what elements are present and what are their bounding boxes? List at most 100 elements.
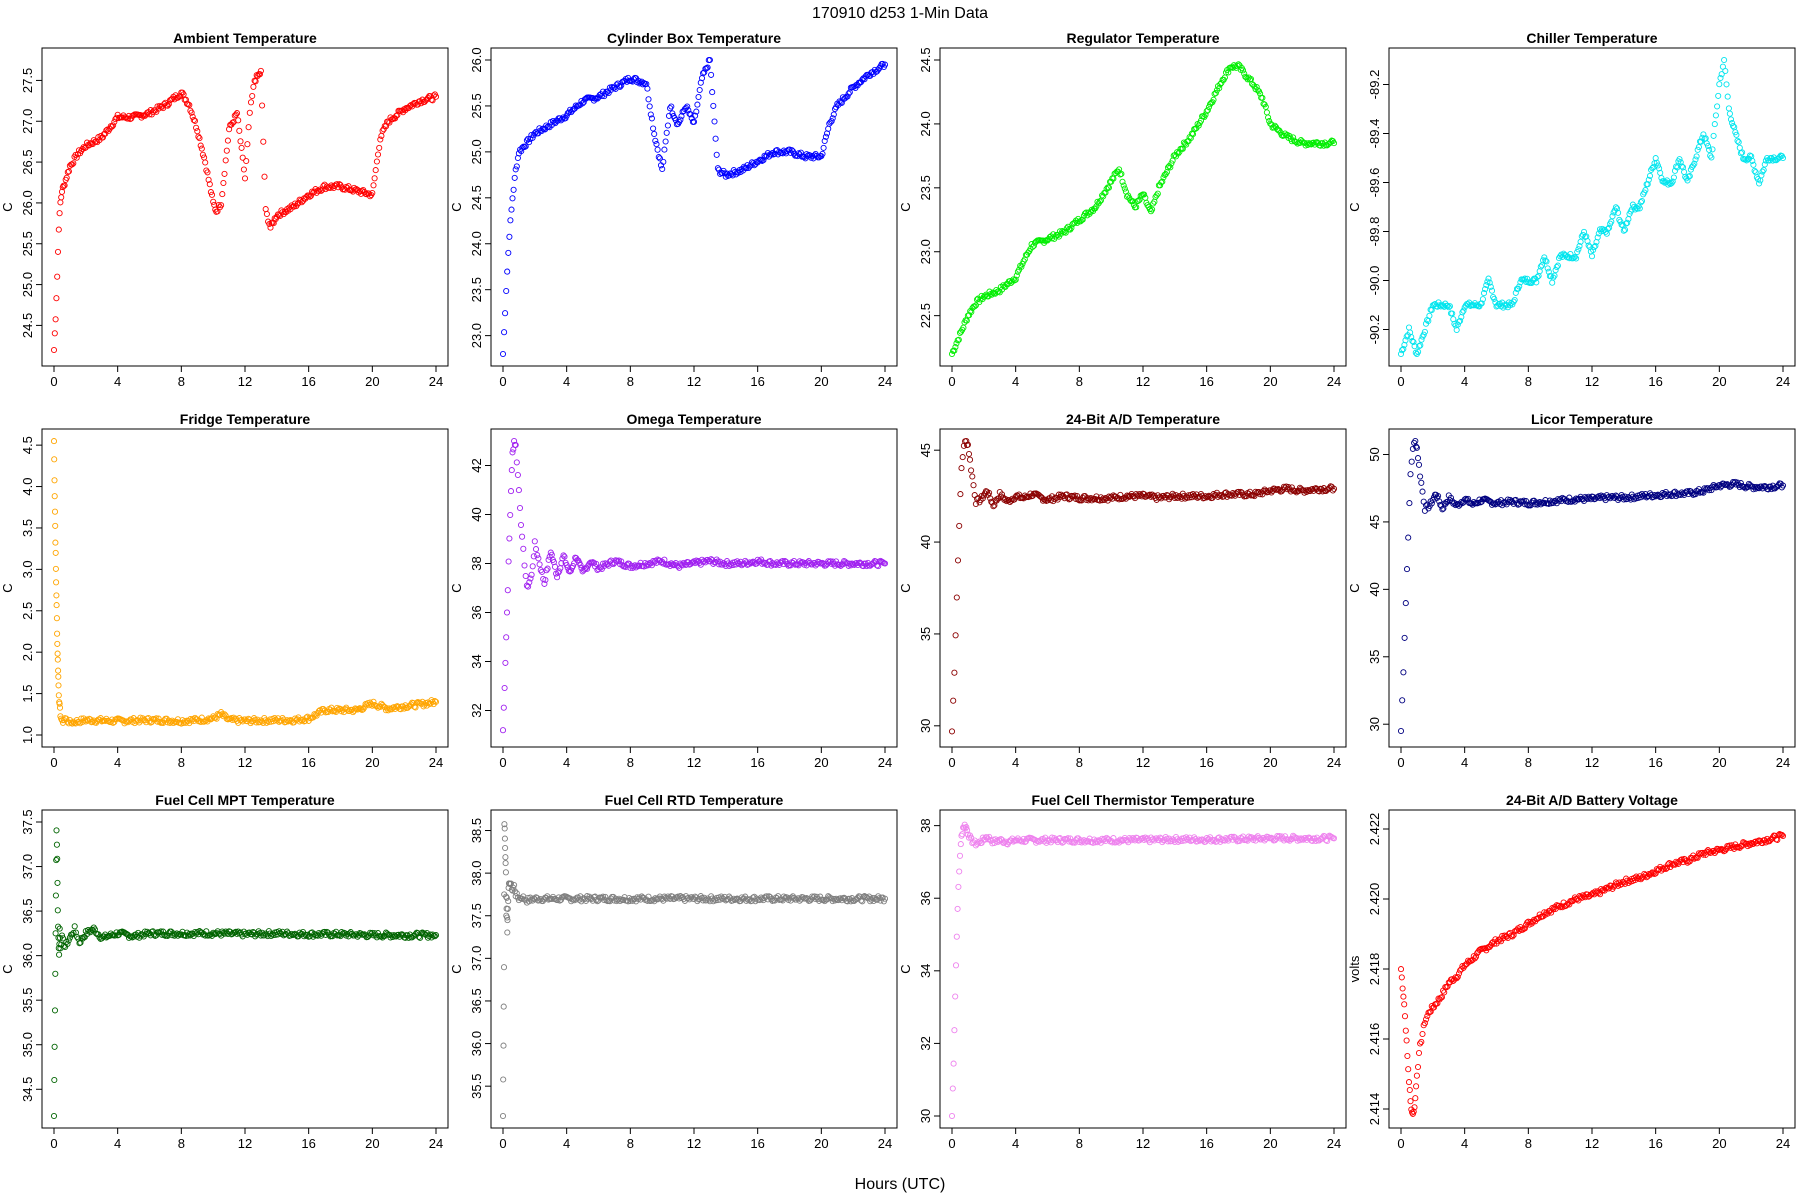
data-point bbox=[950, 1060, 957, 1067]
data-point bbox=[1709, 146, 1716, 153]
data-point bbox=[1758, 172, 1765, 179]
data-point bbox=[536, 561, 543, 568]
data-point bbox=[1584, 238, 1591, 245]
data-point bbox=[501, 825, 508, 832]
data-point bbox=[954, 557, 962, 564]
data-point bbox=[432, 698, 440, 705]
data-point bbox=[1102, 189, 1109, 196]
data-point bbox=[527, 575, 534, 582]
data-point bbox=[1026, 493, 1033, 500]
data-point bbox=[1734, 137, 1741, 144]
data-point bbox=[262, 206, 269, 213]
data-point bbox=[1566, 255, 1573, 262]
data-point bbox=[1446, 303, 1453, 310]
data-point bbox=[504, 905, 511, 912]
data-point bbox=[763, 893, 770, 900]
chart-title: Ambient Temperature bbox=[173, 30, 317, 46]
data-point bbox=[1428, 500, 1435, 507]
data-point bbox=[1403, 566, 1411, 573]
data-point bbox=[59, 935, 67, 942]
data-point bbox=[1606, 224, 1613, 231]
data-point bbox=[1411, 343, 1418, 350]
data-point bbox=[1594, 234, 1601, 241]
x-tick-label: 20 bbox=[365, 1136, 379, 1151]
data-point bbox=[315, 187, 322, 195]
x-tick-label: 0 bbox=[50, 755, 57, 770]
data-point bbox=[246, 109, 253, 116]
x-tick-label: 20 bbox=[1263, 374, 1277, 389]
data-point bbox=[1403, 1037, 1410, 1044]
data-point bbox=[432, 932, 440, 939]
y-tick-label: 27.0 bbox=[20, 109, 35, 134]
data-point bbox=[56, 210, 63, 217]
y-tick-label: 36 bbox=[469, 605, 484, 619]
data-point bbox=[508, 206, 515, 213]
y-tick-label: 37.5 bbox=[469, 903, 484, 928]
data-point bbox=[1418, 336, 1425, 343]
data-point bbox=[501, 684, 508, 692]
data-point bbox=[1241, 493, 1248, 500]
data-point bbox=[52, 539, 59, 546]
x-tick-label: 24 bbox=[1776, 374, 1790, 389]
data-point bbox=[1520, 497, 1527, 504]
data-point bbox=[370, 182, 377, 189]
data-point bbox=[1406, 500, 1413, 507]
data-point bbox=[238, 716, 245, 723]
y-tick-label: 24.0 bbox=[918, 111, 933, 136]
data-point bbox=[196, 135, 203, 142]
y-tick-label: 23.5 bbox=[918, 175, 933, 200]
y-tick-label: 38 bbox=[469, 556, 484, 570]
data-point bbox=[73, 154, 80, 161]
data-point bbox=[1718, 71, 1725, 78]
chart-panel: Licor Temperature 0 4 8 12 16 20 24 30 35 40 45 50 C bbox=[1347, 411, 1796, 770]
data-point bbox=[1105, 184, 1112, 191]
chart-panel: Fridge Temperature 0 4 8 12 16 20 24 1.0 1.5 2.0 2.… bbox=[0, 411, 449, 770]
data-point bbox=[339, 930, 346, 937]
data-point bbox=[1062, 229, 1069, 236]
data-point bbox=[1417, 473, 1424, 480]
data-point bbox=[57, 199, 64, 206]
data-point bbox=[528, 571, 535, 578]
data-point bbox=[970, 482, 977, 489]
data-series bbox=[948, 61, 1338, 358]
data-point bbox=[1585, 242, 1592, 249]
data-point bbox=[1760, 166, 1767, 174]
data-point bbox=[1120, 182, 1127, 189]
data-point bbox=[500, 1042, 507, 1049]
data-point bbox=[1457, 317, 1464, 324]
data-point bbox=[1669, 178, 1676, 185]
data-point bbox=[263, 210, 270, 218]
data-point bbox=[1179, 145, 1186, 152]
data-point bbox=[572, 102, 579, 109]
x-tick-label: 4 bbox=[563, 755, 570, 770]
y-axis-label: C bbox=[898, 202, 913, 211]
x-tick-label: 12 bbox=[1585, 374, 1599, 389]
data-point bbox=[1094, 198, 1101, 205]
data-point bbox=[75, 147, 83, 154]
y-tick-label: 42 bbox=[469, 458, 484, 472]
data-point bbox=[179, 89, 186, 96]
data-point bbox=[1756, 180, 1763, 187]
data-point bbox=[1731, 124, 1738, 131]
data-series bbox=[50, 827, 440, 1120]
y-tick-label: 2.418 bbox=[1367, 953, 1382, 986]
data-point bbox=[957, 841, 964, 848]
data-point bbox=[1537, 263, 1544, 270]
data-point bbox=[1540, 257, 1547, 264]
data-point bbox=[431, 933, 438, 940]
data-point bbox=[56, 925, 63, 932]
data-point bbox=[511, 881, 518, 889]
y-axis-label: C bbox=[1347, 583, 1362, 592]
x-tick-label: 16 bbox=[750, 755, 764, 770]
x-tick-label: 20 bbox=[1712, 374, 1726, 389]
data-point bbox=[713, 151, 720, 158]
x-tick-label: 16 bbox=[1648, 1136, 1662, 1151]
data-point bbox=[509, 887, 516, 894]
x-tick-label: 8 bbox=[1076, 755, 1083, 770]
data-point bbox=[1711, 121, 1718, 128]
data-point bbox=[70, 929, 77, 936]
data-point bbox=[1751, 167, 1758, 174]
panel-grid: Ambient Temperature 0 4 8 12 16 20 24 24.5 25.0 25… bbox=[0, 30, 1796, 1151]
data-point bbox=[1415, 1049, 1423, 1057]
data-point bbox=[1637, 199, 1644, 206]
